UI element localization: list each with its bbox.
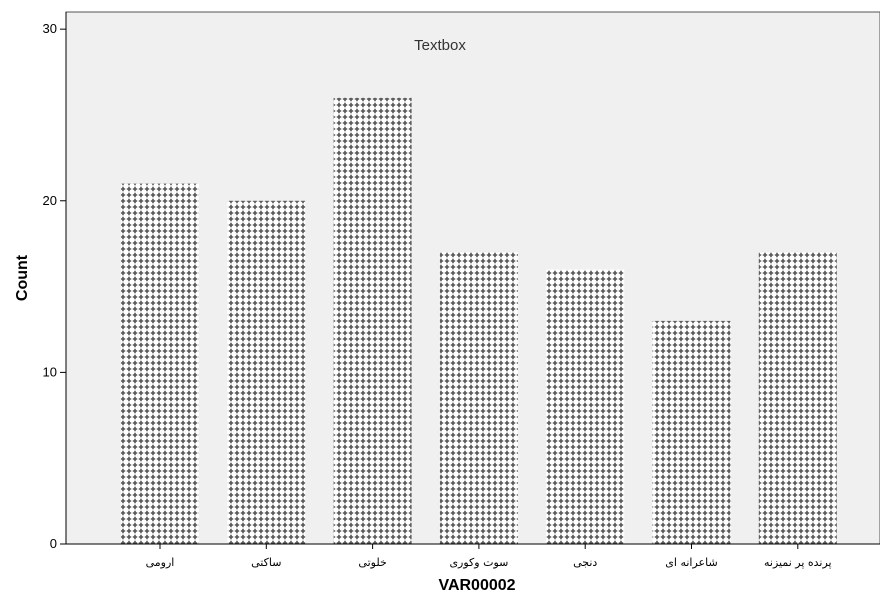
- x-axis-title: VAR00002: [438, 577, 515, 594]
- bar-6: [652, 320, 731, 544]
- x-tick-label: پرنده پر نمیزنه: [764, 556, 832, 569]
- x-tick-label: سوت وکوری: [449, 556, 508, 569]
- bar-5: [546, 269, 625, 544]
- y-tick-label: 30: [43, 21, 57, 36]
- bar-2: [227, 200, 306, 545]
- bar-3: [333, 97, 412, 545]
- x-tick-label: ارومی: [146, 556, 175, 569]
- bar-1: [121, 183, 199, 544]
- bar-7: [758, 252, 837, 545]
- chart-annotation: Textbox: [414, 37, 466, 54]
- x-axis: ارومی ساکتی خلوتی سوت وکوری دنجی شاعرانه ای پر…: [66, 543, 880, 569]
- y-axis: 0 10 20 30: [43, 12, 67, 551]
- bar-4: [439, 252, 518, 545]
- y-tick-label: 0: [50, 536, 57, 551]
- x-tick-label: دنجی: [573, 556, 597, 569]
- y-tick-label: 10: [43, 364, 57, 379]
- x-tick-label: شاعرانه ای: [665, 556, 717, 569]
- y-tick-label: 20: [43, 193, 57, 208]
- y-axis-title: Count: [14, 254, 31, 301]
- x-tick-label: ساکتی: [251, 556, 281, 569]
- bars-group: [121, 97, 837, 545]
- x-tick-label: خلوتی: [358, 556, 386, 569]
